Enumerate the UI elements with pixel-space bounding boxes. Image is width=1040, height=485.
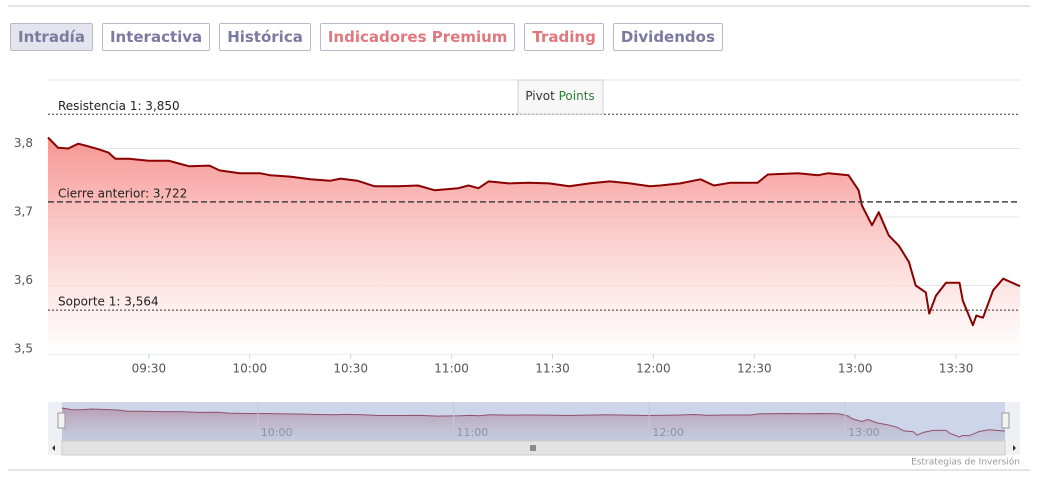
x-tick-label: 12:30 — [737, 362, 772, 376]
navigator-handle[interactable] — [57, 412, 66, 429]
y-tick-label: 3,5 — [14, 342, 33, 356]
navigator-tick-label: 11:00 — [457, 426, 489, 439]
scroll-right[interactable] — [1013, 445, 1016, 451]
navigator-mask[interactable] — [62, 402, 1005, 441]
navigator-area — [62, 408, 1005, 441]
pivot-button-word[interactable]: Points — [559, 89, 595, 103]
navigator-tick-label: 13:00 — [848, 426, 880, 439]
pivot-label: Soporte 1: 3,564 — [58, 295, 159, 309]
credit: Estrategias de Inversión — [911, 457, 1020, 468]
x-tick-label: 09:30 — [132, 362, 167, 376]
x-tick-label: 12:00 — [636, 362, 671, 376]
navigator-handle[interactable] — [1001, 412, 1010, 429]
navigator: 10:00 11:00 12:00 13:00 — [48, 402, 1020, 441]
navigator-overlay — [48, 402, 1020, 456]
y-tick-label: 3,7 — [14, 205, 33, 219]
x-tick-label: 13:00 — [838, 362, 873, 376]
tab-bar: Intradía Interactiva Histórica Indicadores … — [10, 23, 723, 51]
pivot-button[interactable] — [517, 79, 604, 115]
tab[interactable]: Interactiva — [101, 23, 211, 51]
x-tick-label: 10:30 — [333, 362, 368, 376]
x-tick-label: 10:00 — [233, 362, 268, 376]
navigator-tick-label: 10:00 — [261, 426, 293, 439]
plot-area: 3,5 3,6 3,7 3,8 09:30 10:00 10:30 11:00 11:30 12:… — [14, 79, 1021, 376]
pivot-label: Resistencia 1: 3,850 — [58, 99, 180, 113]
price-line — [47, 136, 1021, 327]
tab[interactable]: Intradía — [10, 23, 93, 51]
y-tick-label: 3,8 — [14, 136, 33, 150]
y-tick-label: 3,6 — [14, 273, 33, 287]
tab[interactable]: Trading — [524, 23, 604, 51]
scroll-left[interactable] — [52, 445, 55, 451]
pivot-label: Cierre anterior: 3,722 — [58, 186, 187, 200]
navigator-tick-label: 12:00 — [652, 426, 684, 439]
scrollbar-grip — [530, 445, 536, 451]
tab[interactable]: Dividendos — [612, 23, 723, 51]
area-fill — [48, 137, 1020, 354]
x-tick-label: 11:00 — [434, 362, 469, 376]
tab[interactable]: Indicadores Premium — [319, 23, 516, 51]
pivot-button-label[interactable]: Pivot Points — [525, 89, 594, 103]
pivot-button-word[interactable]: Pivot — [525, 89, 555, 103]
x-tick-label: 13:30 — [939, 362, 974, 376]
tab[interactable]: Histórica — [219, 23, 311, 51]
navigator-line — [61, 407, 1006, 438]
x-tick-label: 11:30 — [535, 362, 570, 376]
